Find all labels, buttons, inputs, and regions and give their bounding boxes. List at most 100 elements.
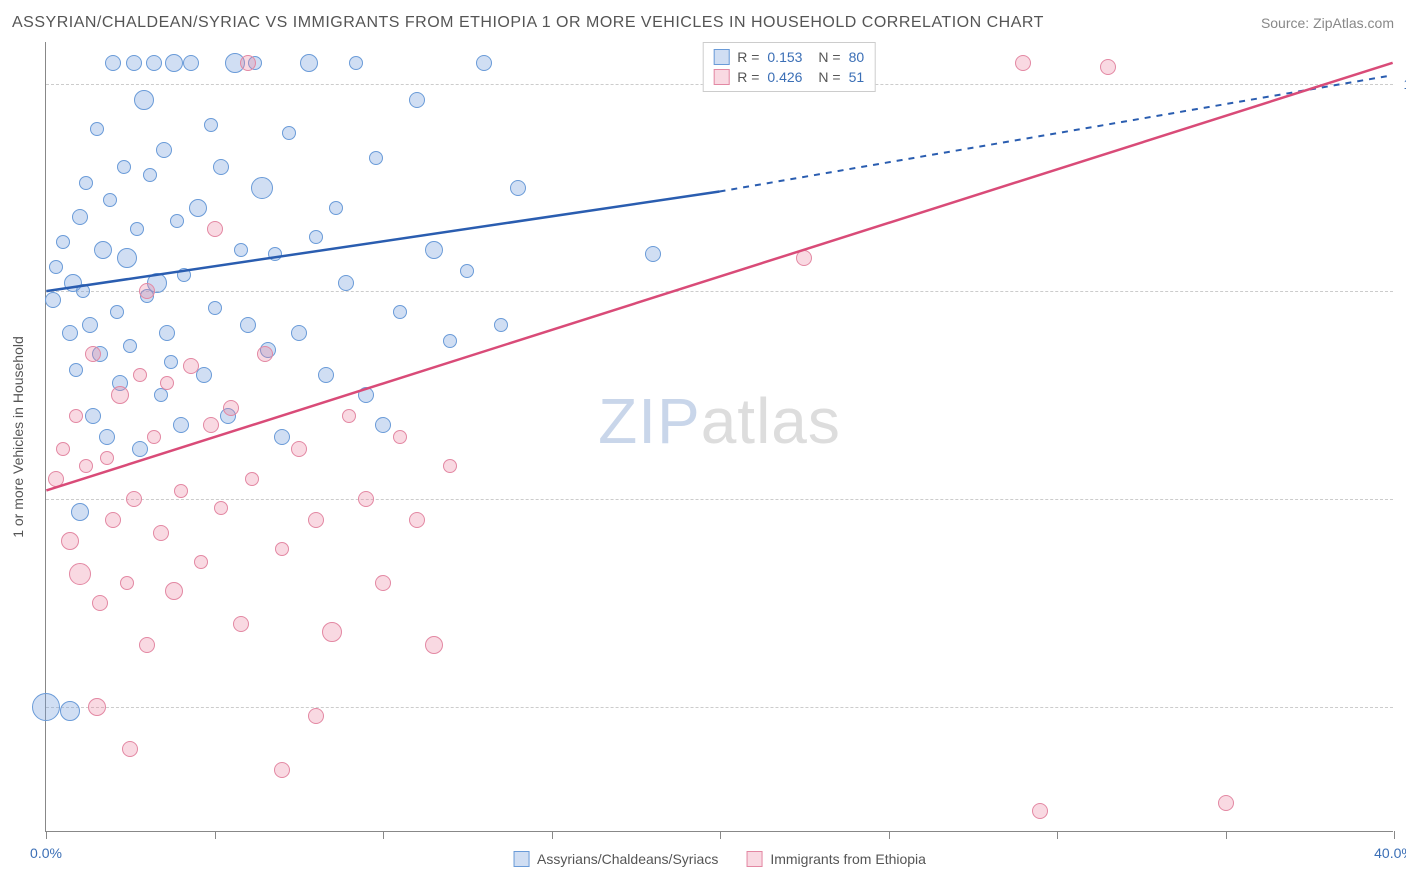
point-series-b — [139, 637, 155, 653]
xtick — [552, 831, 553, 839]
point-series-b — [100, 451, 114, 465]
point-series-a — [268, 247, 282, 261]
point-series-b — [409, 512, 425, 528]
point-series-b — [425, 636, 443, 654]
point-series-b — [796, 250, 812, 266]
xtick — [720, 831, 721, 839]
point-series-a — [645, 246, 661, 262]
point-series-b — [291, 441, 307, 457]
point-series-a — [251, 177, 273, 199]
legend-item-a: Assyrians/Chaldeans/Syriacs — [513, 851, 718, 867]
point-series-b — [153, 525, 169, 541]
point-series-a — [134, 90, 154, 110]
legend-label-a: Assyrians/Chaldeans/Syriacs — [537, 851, 718, 867]
point-series-b — [1100, 59, 1116, 75]
point-series-a — [105, 55, 121, 71]
point-series-b — [79, 459, 93, 473]
point-series-a — [300, 54, 318, 72]
point-series-a — [196, 367, 212, 383]
gridline-h — [46, 499, 1393, 500]
series-legend: Assyrians/Chaldeans/Syriacs Immigrants f… — [513, 851, 926, 867]
point-series-b — [1218, 795, 1234, 811]
point-series-b — [257, 346, 273, 362]
point-series-a — [79, 176, 93, 190]
point-series-b — [393, 430, 407, 444]
point-series-a — [103, 193, 117, 207]
ytick-label: 95.0% — [1399, 283, 1406, 299]
point-series-a — [358, 387, 374, 403]
point-series-a — [234, 243, 248, 257]
point-series-a — [154, 388, 168, 402]
point-series-a — [90, 122, 104, 136]
title-bar: ASSYRIAN/CHALDEAN/SYRIAC VS IMMIGRANTS F… — [12, 8, 1394, 38]
point-series-b — [375, 575, 391, 591]
ytick-label: 100.0% — [1399, 76, 1406, 92]
point-series-a — [510, 180, 526, 196]
point-series-b — [61, 532, 79, 550]
point-series-b — [111, 386, 129, 404]
point-series-b — [274, 762, 290, 778]
point-series-a — [62, 325, 78, 341]
point-series-b — [56, 442, 70, 456]
point-series-a — [117, 248, 137, 268]
point-series-b — [69, 409, 83, 423]
point-series-b — [1015, 55, 1031, 71]
ytick-label: 90.0% — [1399, 491, 1406, 507]
point-series-b — [308, 708, 324, 724]
point-series-a — [165, 54, 183, 72]
xtick — [383, 831, 384, 839]
point-series-a — [329, 201, 343, 215]
point-series-b — [342, 409, 356, 423]
legend-swatch-b — [713, 69, 729, 85]
point-series-a — [204, 118, 218, 132]
point-series-a — [132, 441, 148, 457]
plot-area: ZIPatlas 1 or more Vehicles in Household… — [45, 42, 1393, 832]
xtick — [889, 831, 890, 839]
point-series-b — [88, 698, 106, 716]
point-series-a — [208, 301, 222, 315]
point-series-b — [194, 555, 208, 569]
point-series-a — [274, 429, 290, 445]
point-series-a — [425, 241, 443, 259]
point-series-a — [72, 209, 88, 225]
point-series-a — [349, 56, 363, 70]
xtick — [1226, 831, 1227, 839]
point-series-b — [126, 491, 142, 507]
point-series-b — [214, 501, 228, 515]
point-series-b — [443, 459, 457, 473]
point-series-b — [183, 358, 199, 374]
point-series-a — [156, 142, 172, 158]
watermark: ZIPatlas — [598, 384, 841, 458]
point-series-a — [32, 693, 60, 721]
point-series-b — [85, 346, 101, 362]
point-series-a — [45, 292, 61, 308]
legend-row-series-a: R = 0.153 N = 80 — [713, 47, 864, 67]
point-series-b — [322, 622, 342, 642]
gridline-h — [46, 707, 1393, 708]
point-series-a — [82, 317, 98, 333]
point-series-b — [165, 582, 183, 600]
point-series-a — [126, 55, 142, 71]
point-series-a — [183, 55, 199, 71]
point-series-b — [233, 616, 249, 632]
legend-item-b: Immigrants from Ethiopia — [746, 851, 926, 867]
point-series-b — [1032, 803, 1048, 819]
xtick-label: 40.0% — [1374, 845, 1406, 861]
point-series-a — [443, 334, 457, 348]
point-series-a — [110, 305, 124, 319]
legend-label-b: Immigrants from Ethiopia — [770, 851, 926, 867]
point-series-a — [309, 230, 323, 244]
point-series-a — [338, 275, 354, 291]
point-series-a — [76, 284, 90, 298]
point-series-b — [133, 368, 147, 382]
point-series-a — [117, 160, 131, 174]
legend-swatch-a-icon — [513, 851, 529, 867]
y-axis-title: 1 or more Vehicles in Household — [10, 336, 26, 538]
point-series-a — [85, 408, 101, 424]
point-series-a — [164, 355, 178, 369]
source-label: Source: ZipAtlas.com — [1261, 15, 1394, 31]
point-series-b — [275, 542, 289, 556]
point-series-b — [48, 471, 64, 487]
point-series-a — [49, 260, 63, 274]
point-series-b — [358, 491, 374, 507]
